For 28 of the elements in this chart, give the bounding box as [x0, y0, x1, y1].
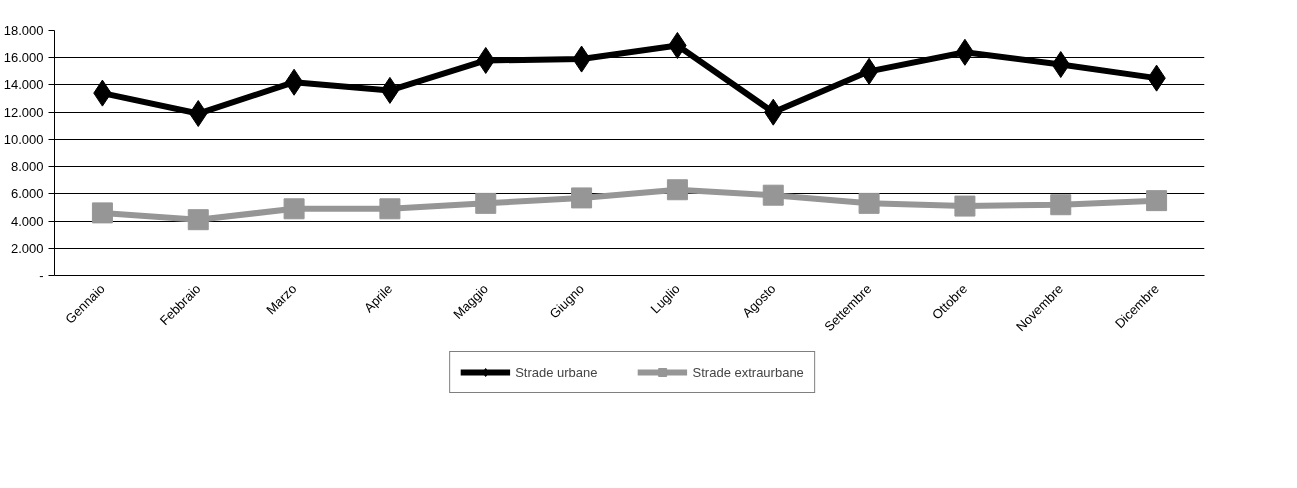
point — [1050, 194, 1072, 216]
legend-label: Strade extraurbane — [692, 364, 804, 380]
point — [283, 198, 305, 220]
y-tick-label: 16.000 — [3, 50, 44, 66]
point — [379, 198, 401, 220]
point — [858, 192, 880, 214]
point — [475, 192, 497, 214]
y-tick-label: 10.000 — [3, 131, 44, 147]
point — [187, 209, 209, 231]
y-tick-label: - — [39, 268, 44, 283]
y-tick-label: 6.000 — [10, 186, 44, 202]
point — [666, 179, 688, 201]
point — [284, 68, 304, 96]
point — [91, 202, 113, 224]
legend-label: Strade urbane — [515, 364, 598, 380]
y-tick-label: 18.000 — [3, 23, 44, 38]
point — [955, 38, 975, 66]
point — [859, 57, 879, 85]
y-tick-label: 8.000 — [10, 159, 44, 175]
y-tick-label: 12.000 — [3, 104, 44, 120]
point — [380, 76, 400, 104]
point — [1146, 190, 1168, 212]
point — [571, 187, 593, 209]
y-tick-label: 2.000 — [10, 240, 44, 256]
y-tick-label: 14.000 — [3, 77, 44, 93]
point — [762, 184, 784, 206]
point — [954, 195, 976, 217]
y-tick-label: 4.000 — [10, 213, 44, 229]
